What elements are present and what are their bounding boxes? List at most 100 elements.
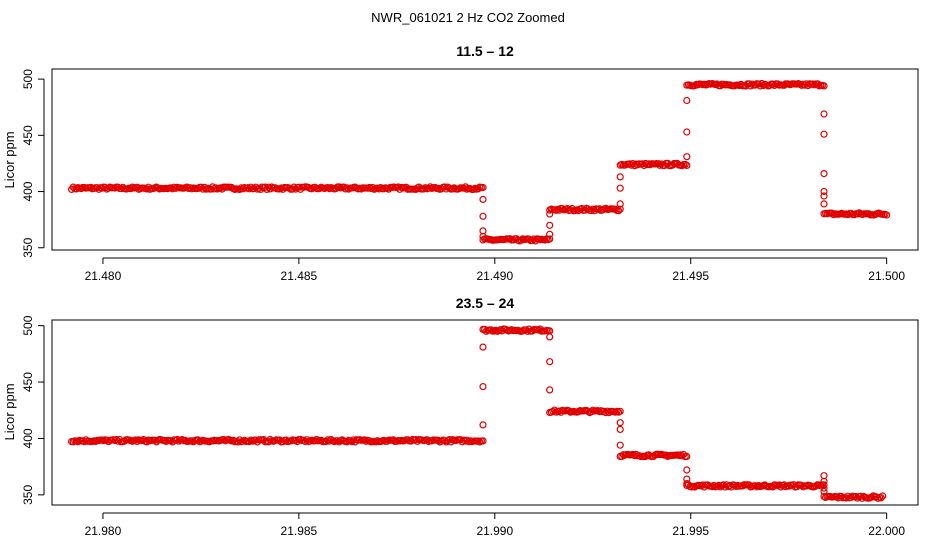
data-point [343, 438, 351, 446]
data-point [361, 436, 369, 444]
data-point [614, 207, 623, 215]
data-point [616, 173, 624, 181]
plot-frame [51, 68, 919, 251]
x-tick-label: 22.000 [868, 524, 905, 538]
y-tick-label: 500 [21, 315, 35, 335]
data-point [558, 205, 567, 213]
data-point [758, 79, 766, 88]
data-point [812, 482, 820, 490]
data-point [546, 230, 554, 238]
data-point [82, 436, 90, 444]
data-point [877, 494, 885, 502]
data-point [546, 358, 554, 366]
data-point [517, 236, 525, 244]
figure-title: NWR_061021 2 Hz CO2 Zoomed [371, 10, 565, 25]
data-point [710, 481, 718, 490]
data-point [247, 436, 255, 444]
data-point [474, 185, 482, 193]
data-point [691, 82, 699, 90]
data-point [616, 441, 624, 449]
data-point [856, 492, 865, 500]
y-tick-label: 350 [21, 237, 35, 257]
x-tick-label: 21.500 [868, 269, 905, 283]
data-point [676, 451, 685, 459]
data-point [616, 425, 624, 433]
plot-frame [51, 319, 919, 506]
data-point [852, 492, 860, 501]
y-tick-label: 400 [21, 181, 35, 201]
data-point [546, 221, 554, 229]
data-point [72, 185, 81, 193]
y-axis: 350 400 450 500 [21, 315, 45, 505]
data-point [479, 437, 487, 445]
data-point [479, 212, 487, 220]
x-tick-label: 21.990 [476, 524, 513, 538]
data-point [678, 452, 686, 460]
data-point [479, 343, 487, 351]
panel-title: 23.5 – 24 [456, 295, 515, 311]
data-point [820, 192, 828, 200]
panel-2: 23.5 – 24 Licor ppm 21.980 21.985 21.990 21… [2, 295, 919, 538]
data-point [715, 481, 723, 489]
data-point [479, 383, 487, 391]
x-tick-label: 21.995 [672, 524, 709, 538]
y-tick-label: 450 [21, 125, 35, 145]
data-point [546, 235, 554, 243]
panel-1: 11.5 – 12 Licor ppm 21.480 21.485 21.490 21… [2, 43, 919, 283]
data-point [550, 406, 559, 414]
data-point [654, 160, 662, 168]
points-group [67, 79, 891, 245]
data-point [656, 161, 664, 169]
data-point [616, 419, 624, 427]
data-point [683, 466, 691, 474]
data-point [678, 162, 686, 170]
y-tick-label: 450 [21, 372, 35, 392]
data-point [708, 483, 716, 491]
data-point [525, 235, 533, 243]
data-point [479, 195, 487, 203]
data-point [247, 183, 255, 191]
y-tick-label: 350 [21, 485, 35, 505]
data-point [301, 437, 309, 446]
data-point [842, 494, 850, 502]
data-point [683, 153, 691, 161]
data-point [200, 183, 209, 191]
x-tick-label: 21.480 [85, 269, 122, 283]
data-point [820, 170, 828, 178]
data-point [820, 200, 828, 208]
data-point [820, 477, 828, 485]
y-axis-label: Licor ppm [2, 383, 17, 440]
data-point [751, 81, 760, 89]
data-point [245, 185, 253, 193]
data-point [312, 435, 321, 444]
data-point [820, 130, 828, 138]
y-axis: 350 400 450 500 [21, 69, 45, 258]
data-point [883, 211, 891, 219]
data-point [820, 187, 828, 196]
data-point [528, 236, 536, 245]
data-point [683, 96, 691, 105]
data-point [546, 333, 554, 341]
data-point [879, 492, 887, 500]
data-point [774, 80, 782, 88]
data-point [820, 82, 828, 90]
data-point [683, 128, 691, 136]
data-point [683, 480, 691, 488]
data-point [775, 481, 783, 489]
data-point [143, 438, 151, 446]
data-point [683, 475, 691, 483]
data-point [616, 205, 624, 213]
data-point [290, 183, 298, 191]
data-point [324, 436, 332, 444]
data-point [133, 437, 141, 446]
data-point [820, 481, 828, 489]
data-point [479, 183, 487, 192]
data-point [820, 110, 828, 118]
y-axis-label: Licor ppm [2, 131, 17, 188]
data-point [683, 161, 691, 169]
data-point [426, 183, 434, 191]
data-point [420, 185, 428, 193]
data-point [245, 438, 253, 446]
data-point [441, 183, 449, 191]
